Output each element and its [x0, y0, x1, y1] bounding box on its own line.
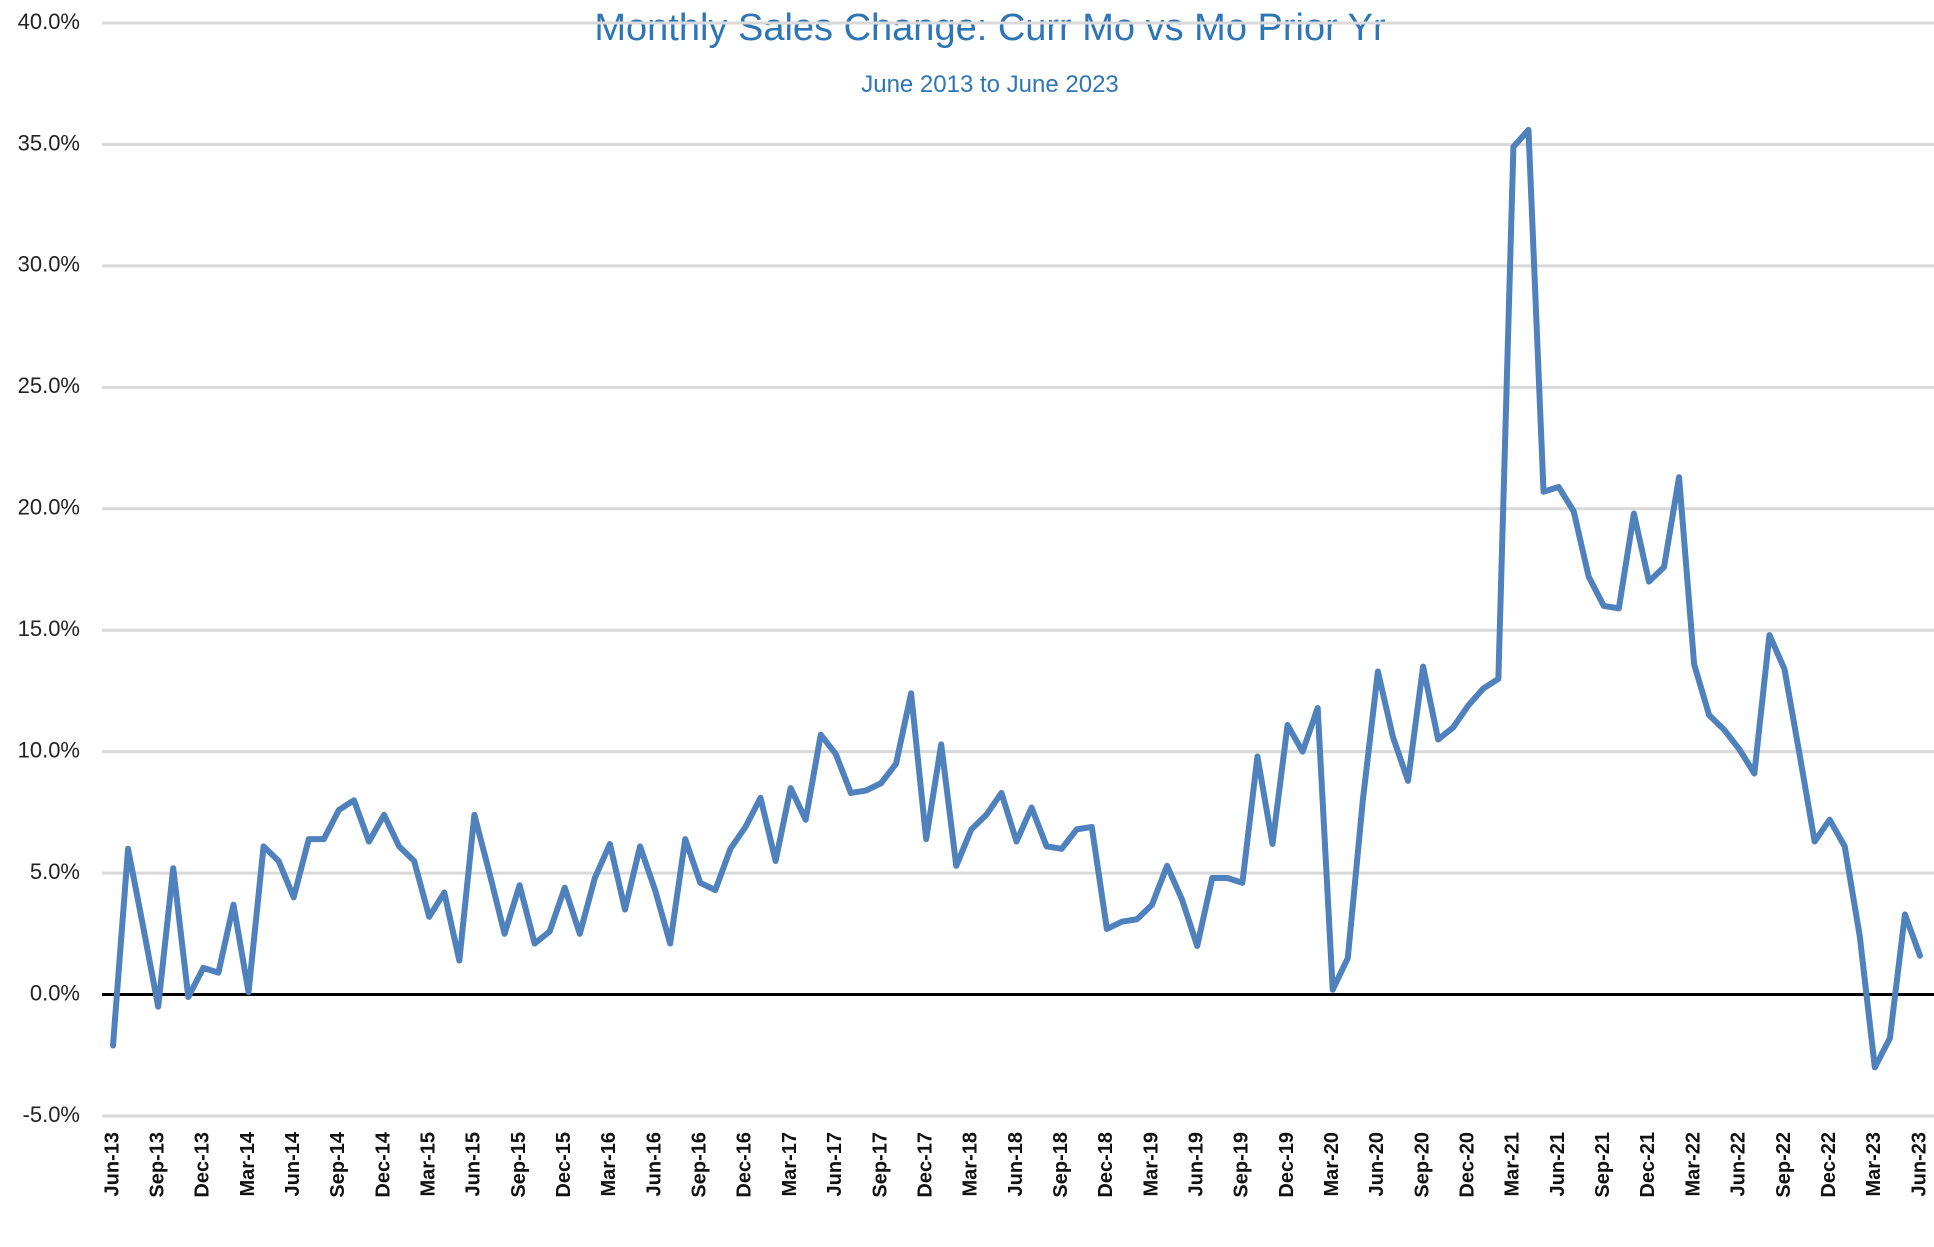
x-tick-label: Mar-18 [960, 1132, 982, 1196]
x-tick-label: Jun-23 [1908, 1132, 1930, 1196]
x-tick-label: Sep-18 [1050, 1132, 1072, 1198]
x-tick-label: Mar-20 [1321, 1132, 1343, 1196]
x-tick-label: Jun-21 [1547, 1132, 1569, 1196]
x-tick-label: Jun-16 [643, 1132, 665, 1196]
y-tick-label: 5.0% [30, 859, 80, 884]
x-tick-label: Dec-14 [372, 1131, 394, 1197]
y-tick-label: 30.0% [18, 252, 80, 277]
x-tick-label: Mar-21 [1502, 1132, 1524, 1196]
x-tick-label: Dec-21 [1637, 1132, 1659, 1198]
x-tick-label: Jun-13 [101, 1132, 123, 1196]
x-tick-label: Sep-19 [1231, 1132, 1253, 1198]
x-tick-label: Mar-23 [1863, 1132, 1885, 1196]
y-tick-label: 0.0% [30, 980, 80, 1005]
x-tick-label: Mar-19 [1140, 1132, 1162, 1196]
x-tick-label: Jun-18 [1005, 1132, 1027, 1196]
x-tick-label: Jun-20 [1366, 1132, 1388, 1196]
x-tick-label: Sep-14 [327, 1131, 349, 1197]
y-tick-label: 10.0% [18, 737, 80, 762]
x-tick-label: Jun-17 [824, 1132, 846, 1196]
x-tick-label: Dec-22 [1818, 1132, 1840, 1198]
x-tick-label: Mar-22 [1682, 1132, 1704, 1196]
x-tick-label: Sep-17 [869, 1132, 891, 1198]
x-tick-label: Mar-17 [779, 1132, 801, 1196]
x-tick-label: Mar-15 [418, 1132, 440, 1196]
y-tick-label: -5.0% [23, 1102, 80, 1127]
y-tick-label: 15.0% [18, 616, 80, 641]
x-tick-label: Sep-13 [146, 1132, 168, 1198]
x-tick-label: Dec-20 [1457, 1132, 1479, 1198]
x-tick-label: Sep-21 [1592, 1132, 1614, 1198]
x-tick-label: Dec-17 [914, 1132, 936, 1198]
x-tick-label: Dec-19 [1276, 1132, 1298, 1198]
chart-title: Monthly Sales Change: Curr Mo vs Mo Prio… [594, 7, 1386, 49]
x-tick-label: Sep-22 [1773, 1132, 1795, 1198]
x-tick-label: Sep-20 [1411, 1132, 1433, 1198]
x-tick-label: Dec-16 [734, 1132, 756, 1198]
x-tick-label: Sep-15 [508, 1132, 530, 1198]
y-tick-label: 25.0% [18, 373, 80, 398]
x-tick-label: Dec-18 [1095, 1132, 1117, 1198]
x-tick-label: Dec-15 [553, 1132, 575, 1198]
y-tick-label: 20.0% [18, 495, 80, 520]
x-tick-label: Mar-16 [598, 1132, 620, 1196]
x-tick-label: Jun-15 [463, 1132, 485, 1196]
y-tick-label: 35.0% [18, 130, 80, 155]
x-tick-label: Mar-14 [237, 1131, 259, 1196]
x-tick-label: Dec-13 [192, 1132, 214, 1198]
data-line [110, 126, 1923, 1071]
x-tick-label: Sep-16 [689, 1132, 711, 1198]
x-tick-label: Jun-22 [1728, 1132, 1750, 1196]
x-tick-label: Jun-14 [282, 1131, 304, 1196]
chart-subtitle: June 2013 to June 2023 [861, 71, 1119, 98]
x-tick-label: Jun-19 [1185, 1132, 1207, 1196]
y-tick-label: 40.0% [18, 9, 80, 34]
